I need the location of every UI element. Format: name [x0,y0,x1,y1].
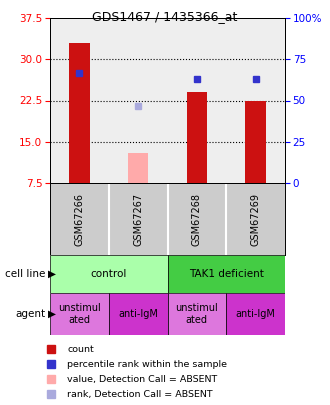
Text: GSM67268: GSM67268 [192,192,202,245]
Text: anti-IgM: anti-IgM [118,309,158,319]
Text: GSM67269: GSM67269 [250,192,261,245]
Text: TAK1 deficient: TAK1 deficient [189,269,264,279]
Bar [168,255,285,293]
Bar [186,92,207,183]
Text: cell line: cell line [5,269,45,279]
Bar [50,293,109,335]
Bar [109,293,168,335]
Bar [226,293,285,335]
Text: count: count [67,345,94,354]
Text: unstimul
ated: unstimul ated [58,303,101,325]
Text: control: control [90,269,127,279]
Text: unstimul
ated: unstimul ated [176,303,218,325]
Text: agent: agent [15,309,45,319]
Text: ▶: ▶ [48,309,56,319]
Bar [69,43,90,183]
Text: GSM67267: GSM67267 [133,192,143,245]
Text: percentile rank within the sample: percentile rank within the sample [67,360,227,369]
Text: value, Detection Call = ABSENT: value, Detection Call = ABSENT [67,375,218,384]
Bar [128,153,148,183]
Bar [50,255,168,293]
Text: ▶: ▶ [48,269,56,279]
Text: GSM67266: GSM67266 [74,192,84,245]
Bar [168,293,226,335]
Text: GDS1467 / 1435366_at: GDS1467 / 1435366_at [92,10,238,23]
Bar [245,100,266,183]
Text: anti-IgM: anti-IgM [236,309,276,319]
Text: rank, Detection Call = ABSENT: rank, Detection Call = ABSENT [67,390,213,399]
